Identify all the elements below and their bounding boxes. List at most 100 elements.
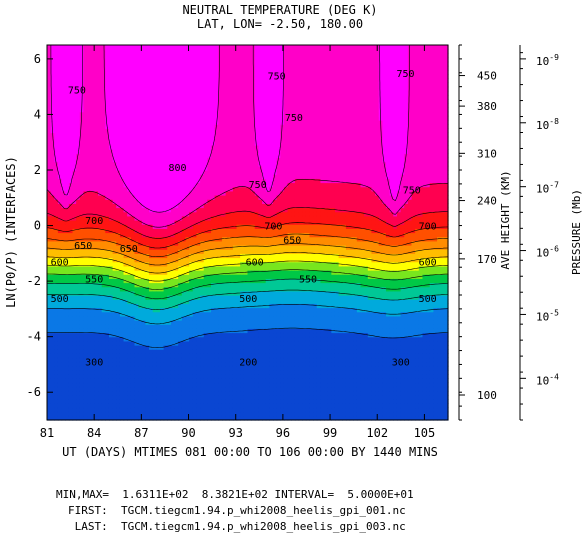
contour-cell	[221, 107, 227, 113]
contour-cell	[200, 170, 205, 175]
contour-cell	[65, 207, 70, 213]
contour-cell	[87, 207, 92, 213]
contour-cell	[94, 324, 99, 329]
contour-cell	[141, 299, 147, 304]
contour-cell	[174, 386, 179, 392]
contour-cell	[101, 186, 106, 192]
contour-cell	[90, 353, 95, 359]
contour-cell	[178, 86, 183, 92]
contour-cell	[105, 320, 110, 325]
contour-cell	[185, 211, 190, 217]
contour-cell	[76, 382, 81, 388]
contour-cell	[68, 49, 74, 54]
contour-cell	[105, 95, 110, 100]
contour-cell	[112, 136, 117, 142]
contour-cell	[174, 153, 179, 159]
contour-cell	[68, 224, 74, 229]
contour-cell	[116, 295, 121, 300]
contour-cell	[116, 324, 121, 329]
contour-cell	[170, 349, 176, 354]
contour-cell	[105, 149, 110, 154]
contour-cell	[76, 261, 81, 267]
contour-cell	[116, 365, 121, 371]
contour-cell	[189, 332, 194, 338]
contour-cell	[101, 270, 106, 275]
contour-cell	[134, 261, 139, 267]
contour-cell	[156, 328, 161, 334]
contour-cell	[192, 140, 198, 146]
contour-cell	[170, 295, 176, 300]
contour-cell	[116, 90, 121, 96]
contour-cell	[65, 390, 70, 396]
contour-cell	[247, 253, 252, 259]
contour-cell	[240, 78, 245, 84]
contour-cell	[214, 361, 219, 367]
contour-cell	[207, 70, 212, 75]
contour-cell	[50, 45, 55, 50]
contour-cell	[225, 249, 230, 254]
contour-cell	[167, 357, 172, 363]
contour-cell	[65, 282, 70, 288]
contour-cell	[108, 240, 114, 246]
contour-cell	[192, 328, 198, 334]
contour-cell	[149, 74, 154, 79]
contour-cell	[72, 124, 77, 129]
contour-cell	[225, 274, 230, 279]
contour-cell	[87, 336, 92, 342]
contour-cell	[203, 136, 208, 142]
contour-cell	[207, 361, 212, 367]
contour-cell	[207, 257, 212, 263]
contour-cell	[156, 270, 161, 275]
contour-cell	[94, 136, 99, 142]
contour-cell	[105, 70, 110, 75]
contour-cell	[163, 320, 168, 325]
contour-cell	[247, 270, 252, 275]
contour-cell	[127, 132, 132, 138]
contour-cell	[229, 407, 234, 413]
contour-cell	[90, 53, 95, 59]
contour-cell	[247, 232, 252, 238]
contour-cell	[232, 157, 238, 163]
contour-cell	[207, 386, 212, 392]
contour-cell	[174, 257, 179, 263]
contour-cell	[163, 140, 168, 146]
contour-cell	[189, 357, 194, 363]
contour-cell	[50, 299, 55, 304]
contour-cell	[54, 349, 59, 354]
contour-cell	[145, 145, 150, 150]
contour-cell	[134, 220, 139, 225]
contour-cell	[174, 49, 179, 54]
contour-cell	[61, 215, 66, 221]
contour-cell	[68, 415, 74, 421]
contour-cell	[83, 386, 88, 392]
contour-cell	[229, 286, 234, 292]
contour-cell	[105, 49, 110, 54]
contour-cell	[141, 70, 147, 75]
contour-cell	[127, 61, 132, 67]
contour-cell	[127, 253, 132, 259]
contour-cell	[160, 61, 165, 67]
contour-cell	[221, 165, 227, 171]
contour-cell	[68, 345, 74, 350]
contour-cell	[221, 353, 227, 359]
contour-cell	[54, 307, 59, 313]
contour-cell	[68, 211, 74, 217]
contour-cell	[79, 240, 85, 246]
contour-cell	[123, 165, 128, 171]
contour-cell	[119, 307, 125, 313]
contour-cell	[138, 357, 143, 363]
contour-cell	[72, 157, 77, 163]
contour-cell	[170, 207, 176, 213]
contour-cell	[47, 182, 52, 188]
contour-cell	[243, 382, 249, 388]
contour-cell	[83, 303, 88, 309]
contour-cell	[90, 182, 95, 188]
contour-cell	[87, 95, 92, 100]
contour-cell	[232, 320, 238, 325]
contour-cell	[211, 111, 216, 117]
contour-cell	[119, 386, 125, 392]
contour-cell	[141, 65, 147, 71]
contour-cell	[236, 232, 241, 238]
contour-cell	[90, 265, 95, 271]
contour-cell	[101, 324, 106, 329]
